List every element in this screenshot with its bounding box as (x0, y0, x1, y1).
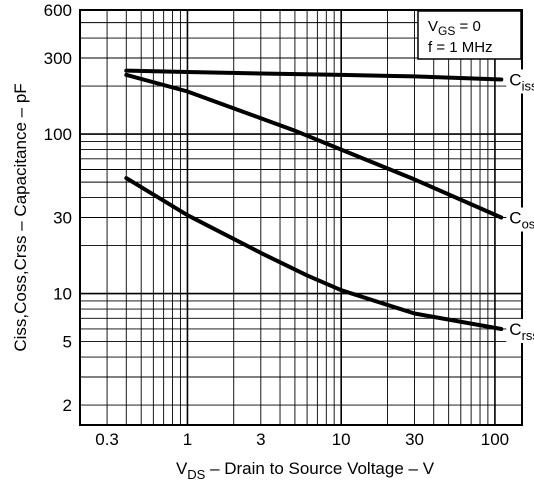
series-label-bg (506, 207, 534, 232)
conditions-box: VGS = 0f = 1 MHz (417, 10, 522, 60)
y-tick-label: 600 (44, 1, 72, 20)
x-tick-label: 3 (256, 430, 265, 449)
tick-labels: 0.3 1 3 10 30 100 2 5 10 30 100 300 600 (44, 1, 509, 449)
series-label-oss: Coss (509, 209, 534, 232)
y-tick-label: 300 (44, 49, 72, 68)
series-group: Ciss Coss Crss (124, 68, 534, 343)
y-tick-label: 10 (53, 285, 72, 304)
x-tick-label: 30 (405, 430, 424, 449)
x-axis-label: VDS – Drain to Source Voltage – V (176, 459, 435, 482)
series-line-oss (124, 72, 504, 220)
series-label-rss: Crss (509, 320, 534, 343)
series-line-rss (124, 176, 504, 331)
y-tick-label: 5 (63, 333, 72, 352)
series-label-bg (506, 69, 534, 94)
condition-vgs: VGS = 0 (428, 18, 481, 38)
series-label-bg (506, 318, 534, 343)
y-tick-label: 100 (44, 125, 72, 144)
x-tick-label: 100 (481, 430, 509, 449)
y-axis-label: Ciss,Coss,Crss – Capacitance – pF (11, 83, 30, 351)
x-tick-label: 10 (332, 430, 351, 449)
x-tick-label: 0.3 (95, 430, 119, 449)
y-tick-label: 30 (53, 209, 72, 228)
series-line-iss (124, 68, 504, 82)
x-tick-label: 1 (183, 430, 192, 449)
conditions-frame (417, 10, 522, 60)
series-label-iss: Ciss (509, 70, 534, 93)
condition-frequency: f = 1 MHz (428, 39, 493, 56)
y-tick-label: 2 (63, 396, 72, 415)
